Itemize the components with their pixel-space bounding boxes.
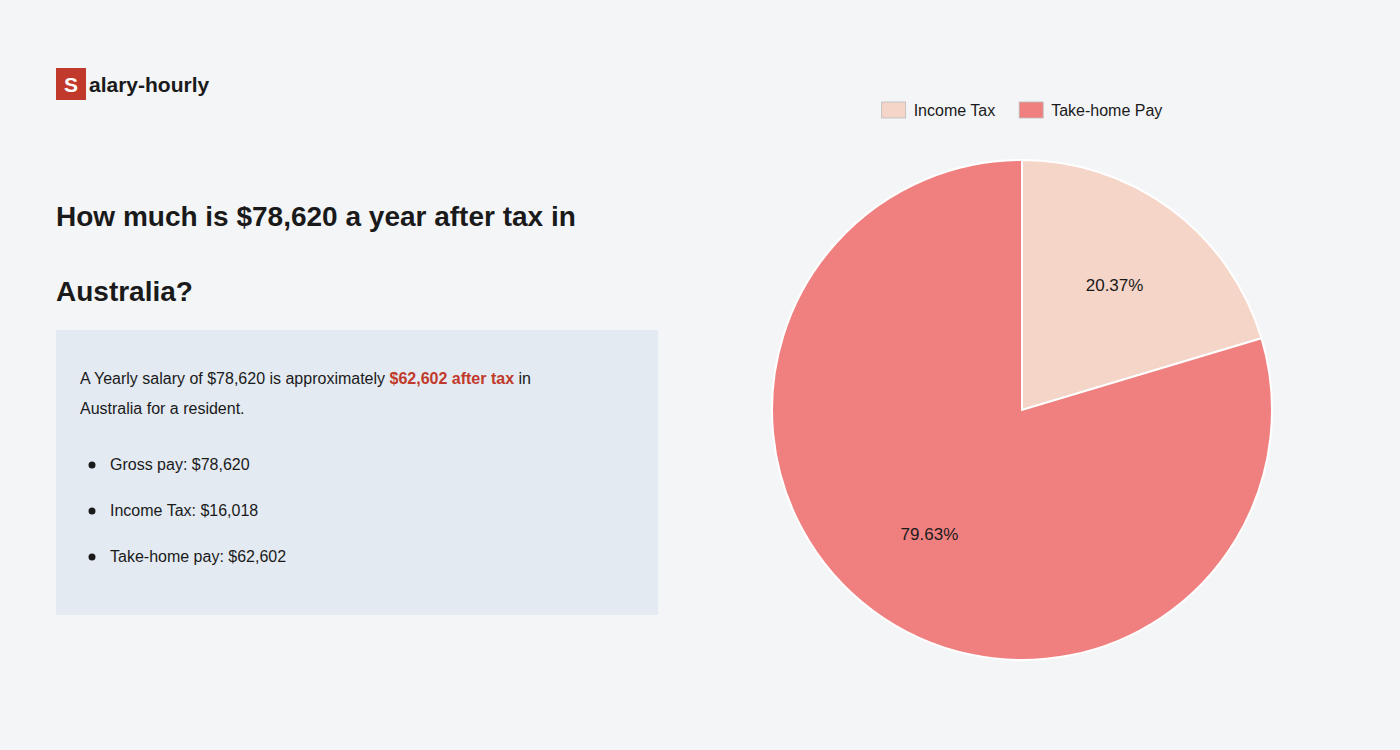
data-labels: 20.37% 79.63% [901,276,1144,544]
legend: Income Tax Take-home Pay [882,102,1163,119]
bullet [89,554,96,561]
text-panel: Salary-hourly How much is $78,620 a year … [56,68,658,615]
title: Australia? [56,276,193,307]
pie-slice [772,160,1272,660]
logo-text: alary-hourly [89,73,210,96]
bullet-text: Take-home pay: $62,602 [110,548,286,565]
canvas: Salary-hourly How much is $78,620 a year … [0,0,1400,750]
data-label: 79.63% [901,525,959,544]
info-text: in [514,370,531,387]
bullet [89,508,96,515]
title: How much is $78,620 a year after tax in [56,201,576,232]
bullet [89,462,96,469]
legend-item: Income Tax [882,102,996,119]
legend-label: Take-home Pay [1051,102,1162,119]
legend-item: Take-home Pay [1019,102,1162,119]
background [0,0,1400,750]
pie [772,160,1272,660]
legend-swatch [882,102,906,118]
bullet-text: Income Tax: $16,018 [110,502,258,519]
logo-box [56,68,86,100]
legend-label: Income Tax [914,102,996,119]
info-box [56,330,658,615]
data-label: 20.37% [1086,276,1144,295]
info-highlight: $62,602 after tax [390,370,515,387]
bullet-text: Gross pay: $78,620 [110,456,250,473]
info-text: A Yearly salary of $78,620 is approximat… [80,370,390,387]
legend-swatch [1019,102,1043,118]
logo-letter: S [64,73,78,96]
info-text: Australia for a resident. [80,400,245,417]
info-line: A Yearly salary of $78,620 is approximat… [80,370,531,387]
